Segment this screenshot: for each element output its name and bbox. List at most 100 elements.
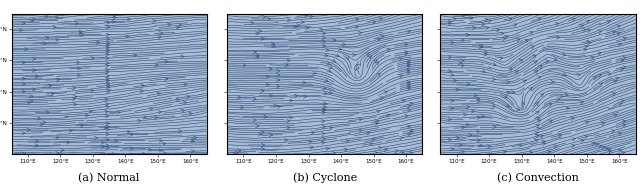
FancyArrowPatch shape <box>72 86 76 90</box>
FancyArrowPatch shape <box>481 115 484 118</box>
FancyArrowPatch shape <box>266 75 269 78</box>
FancyArrowPatch shape <box>533 61 537 64</box>
FancyArrowPatch shape <box>155 64 158 67</box>
FancyArrowPatch shape <box>77 67 81 70</box>
FancyArrowPatch shape <box>371 138 375 141</box>
FancyArrowPatch shape <box>261 147 264 151</box>
FancyArrowPatch shape <box>106 42 109 45</box>
FancyArrowPatch shape <box>406 63 410 67</box>
FancyArrowPatch shape <box>582 29 586 32</box>
FancyArrowPatch shape <box>375 62 379 65</box>
FancyArrowPatch shape <box>256 55 259 59</box>
FancyArrowPatch shape <box>112 20 115 23</box>
FancyArrowPatch shape <box>476 97 480 100</box>
FancyArrowPatch shape <box>554 145 557 148</box>
FancyArrowPatch shape <box>461 38 464 42</box>
FancyArrowPatch shape <box>407 125 410 128</box>
FancyArrowPatch shape <box>322 111 325 114</box>
FancyArrowPatch shape <box>276 69 280 73</box>
FancyArrowPatch shape <box>469 16 473 20</box>
FancyArrowPatch shape <box>448 22 451 25</box>
FancyArrowPatch shape <box>138 119 141 123</box>
FancyArrowPatch shape <box>384 148 387 151</box>
FancyArrowPatch shape <box>106 44 109 47</box>
FancyArrowPatch shape <box>410 131 413 134</box>
FancyArrowPatch shape <box>106 57 109 60</box>
FancyArrowPatch shape <box>322 40 326 43</box>
FancyArrowPatch shape <box>524 39 528 42</box>
FancyArrowPatch shape <box>96 41 99 44</box>
FancyArrowPatch shape <box>240 106 243 109</box>
FancyArrowPatch shape <box>324 54 328 57</box>
FancyArrowPatch shape <box>584 135 588 139</box>
FancyArrowPatch shape <box>179 24 182 27</box>
FancyArrowPatch shape <box>333 38 336 42</box>
FancyArrowPatch shape <box>106 25 109 29</box>
FancyArrowPatch shape <box>322 137 325 141</box>
FancyArrowPatch shape <box>287 126 290 129</box>
FancyArrowPatch shape <box>621 152 625 155</box>
FancyArrowPatch shape <box>181 109 184 113</box>
FancyArrowPatch shape <box>154 116 157 119</box>
FancyArrowPatch shape <box>588 41 591 45</box>
FancyArrowPatch shape <box>451 107 454 110</box>
FancyArrowPatch shape <box>106 33 109 36</box>
FancyArrowPatch shape <box>163 142 166 145</box>
FancyArrowPatch shape <box>564 93 568 96</box>
FancyArrowPatch shape <box>191 138 195 141</box>
FancyArrowPatch shape <box>89 110 92 113</box>
FancyArrowPatch shape <box>107 84 110 87</box>
FancyArrowPatch shape <box>493 125 496 129</box>
FancyArrowPatch shape <box>614 114 617 117</box>
FancyArrowPatch shape <box>313 71 316 75</box>
FancyArrowPatch shape <box>326 62 330 65</box>
FancyArrowPatch shape <box>461 64 465 67</box>
FancyArrowPatch shape <box>471 110 474 113</box>
FancyArrowPatch shape <box>378 146 381 150</box>
FancyArrowPatch shape <box>369 142 372 146</box>
Text: (c) Convection: (c) Convection <box>497 173 579 183</box>
FancyArrowPatch shape <box>601 146 605 149</box>
FancyArrowPatch shape <box>322 108 325 112</box>
FancyArrowPatch shape <box>386 114 389 117</box>
FancyArrowPatch shape <box>477 139 480 142</box>
FancyArrowPatch shape <box>90 89 93 92</box>
FancyArrowPatch shape <box>85 114 88 117</box>
FancyArrowPatch shape <box>130 147 133 151</box>
FancyArrowPatch shape <box>466 33 469 36</box>
FancyArrowPatch shape <box>451 99 454 103</box>
FancyArrowPatch shape <box>402 99 405 102</box>
FancyArrowPatch shape <box>534 71 538 74</box>
FancyArrowPatch shape <box>332 152 335 155</box>
FancyArrowPatch shape <box>35 144 38 147</box>
FancyArrowPatch shape <box>373 60 377 63</box>
FancyArrowPatch shape <box>61 149 64 152</box>
FancyArrowPatch shape <box>287 119 290 123</box>
FancyArrowPatch shape <box>159 149 163 152</box>
FancyArrowPatch shape <box>255 124 259 128</box>
FancyArrowPatch shape <box>384 91 387 94</box>
FancyArrowPatch shape <box>356 62 360 65</box>
FancyArrowPatch shape <box>72 98 76 101</box>
FancyArrowPatch shape <box>342 43 346 46</box>
FancyArrowPatch shape <box>374 122 378 126</box>
FancyArrowPatch shape <box>310 15 313 18</box>
FancyArrowPatch shape <box>468 133 472 137</box>
FancyArrowPatch shape <box>80 33 84 37</box>
FancyArrowPatch shape <box>615 77 619 80</box>
FancyArrowPatch shape <box>167 23 171 26</box>
FancyArrowPatch shape <box>461 126 465 129</box>
FancyArrowPatch shape <box>461 59 464 63</box>
FancyArrowPatch shape <box>258 133 262 136</box>
FancyArrowPatch shape <box>355 18 359 21</box>
FancyArrowPatch shape <box>329 126 333 130</box>
FancyArrowPatch shape <box>106 133 109 136</box>
FancyArrowPatch shape <box>584 45 588 48</box>
FancyArrowPatch shape <box>106 62 109 65</box>
FancyArrowPatch shape <box>133 54 136 57</box>
FancyArrowPatch shape <box>74 95 77 99</box>
FancyArrowPatch shape <box>32 88 36 91</box>
FancyArrowPatch shape <box>29 99 33 103</box>
FancyArrowPatch shape <box>321 120 324 123</box>
FancyArrowPatch shape <box>344 148 348 151</box>
